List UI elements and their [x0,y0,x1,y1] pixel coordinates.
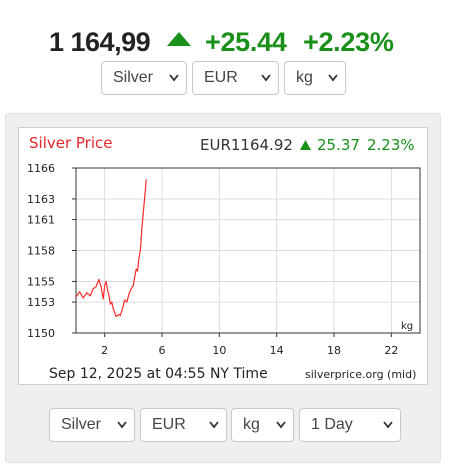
chevron-down-icon [328,74,338,82]
triangle-up-icon [300,140,311,150]
chart-svg: Silver Price EUR1164.92 25.37 2.23% 1150… [27,134,421,382]
currency-select-bottom[interactable]: EUR [140,408,227,442]
metal-select-bottom[interactable]: Silver [49,408,135,442]
chart-change-percent: 2.23% [367,136,415,154]
metal-select-value: Silver [113,69,154,86]
triangle-up-icon [167,32,191,46]
currency-select-value: EUR [204,69,238,86]
chart-timestamp: Sep 12, 2025 at 04:55 NY Time [49,366,268,382]
y-tick-label: 1161 [27,214,55,227]
currency-select[interactable]: EUR [192,61,279,95]
chart-price: EUR1164.92 [200,136,293,154]
chevron-down-icon [169,74,179,82]
chevron-down-icon [261,74,271,82]
chevron-down-icon [117,421,127,429]
y-tick-label: 1155 [27,275,55,288]
unit-select-bottom[interactable]: kg [231,408,294,442]
metal-select-bottom-value: Silver [61,416,102,433]
price-summary: 1 164,99 +25.44 +2.23% [0,24,452,60]
period-select[interactable]: 1 Day [299,408,401,442]
x-tick-label: 2 [101,344,108,357]
chevron-down-icon [383,421,393,429]
chart-source: silverprice.org (mid) [305,368,416,381]
currency-select-bottom-value: EUR [152,416,186,433]
unit-select-value: kg [296,69,313,86]
x-tick-label: 10 [212,344,226,357]
unit-select[interactable]: kg [284,61,346,95]
chart-title: Silver Price [29,134,113,152]
y-tick-label: 1158 [27,245,55,258]
x-tick-label: 14 [270,344,284,357]
chart-unit-label: kg [401,321,413,332]
y-tick-label: 1153 [27,296,55,309]
chart-change: 25.37 [317,136,360,154]
x-tick-label: 18 [327,344,341,357]
chevron-down-icon [209,421,219,429]
period-select-value: 1 Day [311,416,353,433]
x-tick-label: 22 [384,344,398,357]
unit-select-bottom-value: kg [243,416,260,433]
price-line [75,179,147,318]
metal-select[interactable]: Silver [101,61,187,95]
y-tick-label: 1163 [27,193,55,206]
chevron-down-icon [276,421,286,429]
y-tick-label: 1150 [27,327,55,340]
price-change-percent: +2.23% [303,27,394,57]
y-tick-label: 1166 [27,162,55,175]
plot-frame [75,167,421,334]
price-chart: Silver Price EUR1164.92 25.37 2.23% 1150… [18,127,428,385]
x-tick-label: 6 [159,344,166,357]
price-change: +25.44 [205,27,287,57]
current-price: 1 164,99 [49,27,151,57]
